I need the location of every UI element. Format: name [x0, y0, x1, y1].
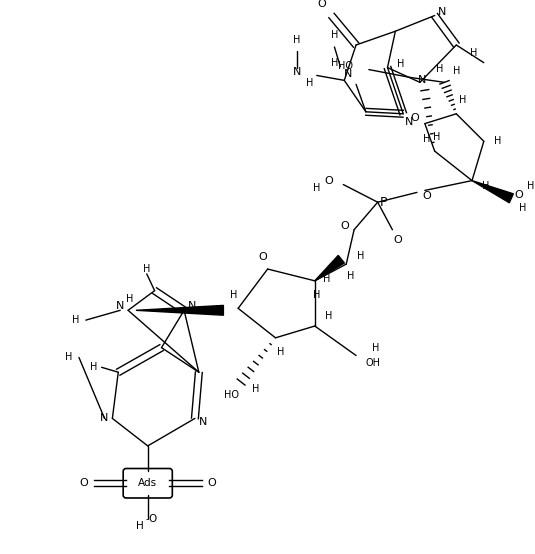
Text: O: O: [317, 0, 326, 9]
Text: H: H: [90, 362, 97, 372]
Text: H: H: [252, 384, 259, 394]
Text: H: H: [519, 203, 527, 213]
Text: OH: OH: [366, 358, 381, 368]
Text: O: O: [423, 191, 431, 201]
Text: H: H: [331, 30, 338, 40]
Text: P: P: [380, 196, 387, 209]
Text: O: O: [258, 252, 267, 262]
Text: H: H: [277, 347, 284, 357]
Text: H: H: [65, 352, 73, 362]
Text: H: H: [528, 181, 534, 191]
Text: O: O: [340, 221, 349, 231]
Text: H: H: [347, 271, 355, 281]
Text: O: O: [207, 478, 216, 488]
Text: H: H: [72, 315, 80, 325]
Text: H: H: [313, 183, 320, 193]
Text: H: H: [436, 64, 444, 74]
Text: H: H: [458, 95, 466, 105]
Polygon shape: [472, 181, 514, 203]
Text: H: H: [357, 252, 365, 261]
Text: O: O: [411, 112, 419, 122]
Text: N: N: [198, 417, 207, 427]
Text: N: N: [418, 75, 426, 85]
Text: H: H: [423, 134, 431, 145]
Text: O: O: [80, 478, 88, 488]
Text: H: H: [372, 342, 379, 353]
Text: N: N: [405, 117, 414, 127]
Text: H: H: [313, 290, 320, 300]
Text: O: O: [393, 234, 402, 244]
Text: HO: HO: [338, 60, 353, 70]
Text: O: O: [324, 176, 333, 186]
Polygon shape: [136, 305, 224, 315]
Text: N: N: [101, 413, 109, 423]
Text: H: H: [453, 65, 460, 75]
Text: H: H: [396, 59, 404, 69]
Text: H: H: [433, 132, 440, 142]
Text: H: H: [482, 181, 490, 191]
Text: H: H: [293, 35, 301, 45]
Text: H: H: [306, 78, 314, 88]
Text: H: H: [323, 274, 330, 284]
Text: H: H: [143, 264, 150, 274]
Text: N: N: [188, 301, 196, 311]
Text: H: H: [230, 290, 237, 300]
Polygon shape: [315, 255, 345, 281]
Text: H: H: [126, 294, 134, 304]
Text: N: N: [116, 301, 125, 311]
Text: O: O: [515, 191, 524, 201]
Text: H: H: [325, 311, 332, 321]
Text: N: N: [344, 69, 353, 79]
Text: H: H: [470, 48, 478, 58]
Text: H: H: [136, 521, 144, 531]
Text: N: N: [293, 66, 301, 76]
Text: H: H: [494, 136, 501, 146]
Text: N: N: [438, 7, 447, 17]
Text: HO: HO: [224, 390, 239, 400]
Text: -O: -O: [146, 514, 158, 524]
Text: Ads: Ads: [138, 478, 157, 488]
Text: H: H: [331, 58, 338, 68]
